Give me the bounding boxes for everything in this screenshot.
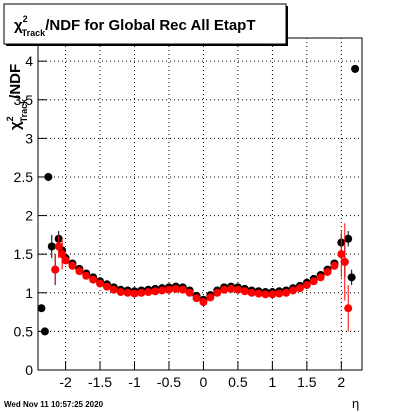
data-point: [151, 287, 160, 296]
y-tick-label: 0: [25, 362, 33, 378]
data-point: [275, 289, 284, 298]
data-point: [109, 285, 118, 294]
chart-title: χ2 Track/NDF for Global Rec All EtapT: [14, 14, 255, 38]
data-point: [144, 288, 153, 297]
data-point: [233, 285, 242, 294]
data-point: [282, 288, 291, 297]
data-point: [61, 256, 70, 265]
data-point: [123, 288, 132, 297]
data-point: [96, 279, 105, 288]
data-point: [254, 289, 263, 298]
footer-date: Wed Nov 11 10:57:25 2020: [4, 400, 104, 409]
data-point: [199, 298, 208, 307]
data-point: [51, 265, 60, 274]
y-axis-label: χ2 Track/NDF: [5, 64, 29, 130]
data-point: [158, 286, 167, 295]
data-point: [54, 242, 63, 251]
data-point: [330, 261, 339, 270]
data-point: [178, 285, 187, 294]
data-point: [340, 257, 349, 266]
data-point: [347, 273, 356, 282]
data-point: [213, 288, 222, 297]
data-point: [289, 286, 298, 295]
x-tick-label: -2: [59, 374, 72, 390]
title-sub: Track: [22, 28, 47, 38]
x-tick-label: 0: [200, 374, 208, 390]
data-point: [220, 285, 229, 294]
plot-area: 0 0.5 1 1.5 2 2.5 3 3.5 4 -2 -1.5 -1 -0.5 0 0.5 1 1.5 2: [14, 38, 362, 390]
y-tick-label: 2.5: [14, 169, 34, 185]
data-point: [185, 288, 194, 297]
data-point: [164, 285, 173, 294]
y-tick-label: 3: [25, 130, 33, 146]
data-point: [130, 289, 139, 298]
x-tick-label: 2: [337, 374, 345, 390]
title-box: [3, 3, 287, 45]
data-point: [75, 267, 84, 276]
y-label-sup: 2: [5, 116, 15, 121]
data-point: [40, 327, 49, 336]
data-point: [227, 284, 236, 293]
data-point: [44, 172, 53, 181]
data-point: [137, 288, 146, 297]
data-point: [192, 294, 201, 303]
data-point: [58, 250, 67, 259]
y-tick-label: 3.5: [14, 92, 34, 108]
x-tick-label: -0.5: [157, 374, 181, 390]
x-axis-label: η: [352, 396, 359, 411]
x-tick-label: -1.5: [88, 374, 112, 390]
data-point: [116, 288, 125, 297]
title-sup: 2: [23, 14, 28, 24]
x-tick-label: 1.5: [297, 374, 317, 390]
y-tick-label: 0.5: [14, 323, 34, 339]
data-point: [82, 271, 91, 280]
data-point: [171, 284, 180, 293]
y-tick-label: 1.5: [14, 246, 34, 262]
data-point: [351, 64, 360, 73]
data-point: [102, 282, 111, 291]
title-symbol: χ: [14, 17, 23, 34]
x-tick-label: 0.5: [228, 374, 248, 390]
data-point: [316, 273, 325, 282]
y-tick-label: 1: [25, 285, 33, 301]
data-point: [302, 281, 311, 290]
y-label-sub: Track: [19, 98, 29, 123]
data-point: [89, 275, 98, 284]
data-point: [206, 293, 215, 302]
x-tick-label: 1: [268, 374, 276, 390]
data-point: [247, 288, 256, 297]
data-point: [344, 304, 353, 313]
y-tick-label: 4: [25, 53, 33, 69]
data-point: [344, 234, 353, 243]
data-point: [337, 250, 346, 259]
title-rest: /NDF for Global Rec All EtapT: [45, 17, 255, 34]
data-point: [268, 290, 277, 299]
data-point: [37, 304, 46, 313]
data-point: [261, 290, 270, 299]
y-tick-label: 2: [25, 208, 33, 224]
y-label-symbol: χ: [7, 121, 24, 130]
data-point: [295, 284, 304, 293]
x-tick-label: -1: [128, 374, 141, 390]
data-point: [309, 277, 318, 286]
data-point: [323, 267, 332, 276]
y-label-rest: /NDF: [7, 64, 24, 99]
data-point: [68, 261, 77, 270]
data-point: [240, 287, 249, 296]
data-point: [47, 242, 56, 251]
